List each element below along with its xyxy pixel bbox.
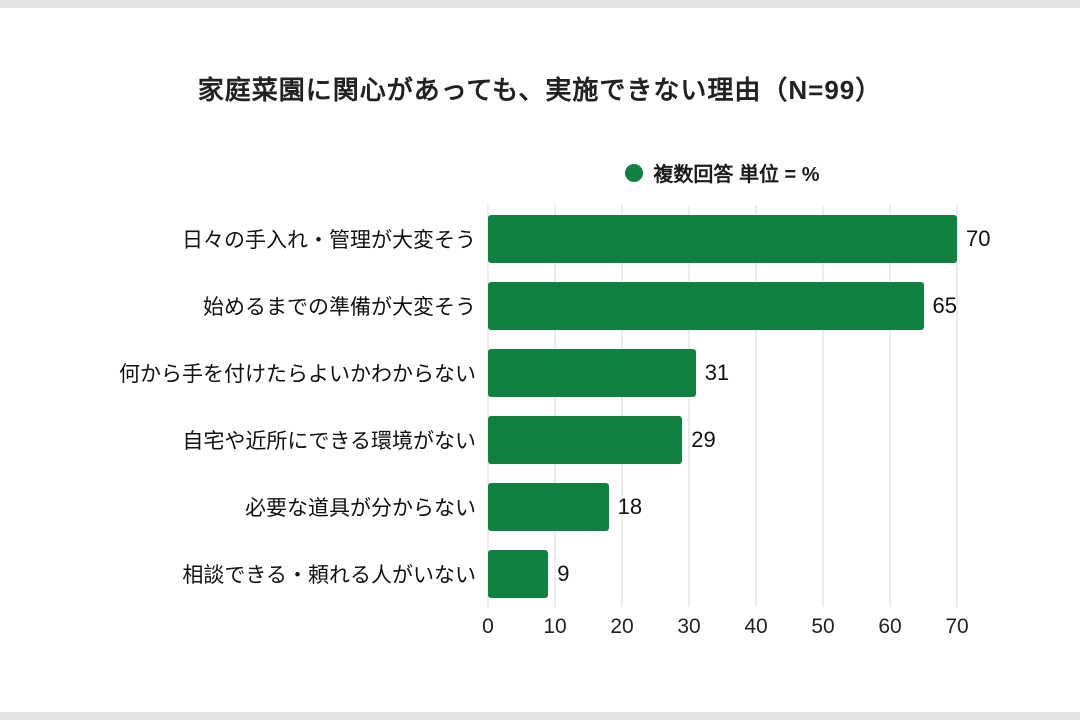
bar-rows: 日々の手入れ・管理が大変そう 70 始めるまでの準備が大変そう 65 何から手を付けたら…	[119, 205, 990, 607]
bar-track: 29	[488, 415, 957, 464]
gridline	[889, 205, 891, 607]
x-tick-label: 0	[482, 615, 494, 638]
category-label: 自宅や近所にできる環境がない	[182, 429, 476, 453]
x-tick-label: 30	[677, 615, 701, 638]
gridline	[956, 205, 958, 607]
bar	[488, 549, 549, 598]
gridline	[487, 205, 489, 607]
top-border	[0, 0, 1080, 8]
value-label: 9	[557, 560, 570, 586]
legend-label: 複数回答 単位 = %	[653, 164, 820, 186]
bar-track: 31	[488, 348, 957, 397]
bar	[488, 482, 609, 531]
bar-row: 始めるまでの準備が大変そう 65	[203, 272, 957, 339]
value-label: 29	[691, 426, 716, 452]
value-label: 65	[932, 292, 957, 318]
value-label: 18	[617, 493, 643, 519]
bar-track: 18	[488, 482, 957, 531]
value-label: 70	[966, 225, 991, 251]
x-tick-label: 40	[744, 615, 768, 638]
x-tick-label: 60	[878, 615, 902, 638]
bar-row: 日々の手入れ・管理が大変そう 70	[182, 205, 990, 272]
category-label: 日々の手入れ・管理が大変そう	[182, 228, 476, 252]
gridlines	[487, 205, 958, 607]
legend-marker-icon	[625, 163, 644, 182]
plot-area: 日々の手入れ・管理が大変そう 70 始めるまでの準備が大変そう 65 何から手を付けたら…	[119, 205, 990, 638]
x-tick-label: 70	[945, 615, 969, 638]
gridline	[621, 205, 623, 607]
bar-row: 自宅や近所にできる環境がない 29	[182, 406, 957, 473]
bar-track: 9	[488, 549, 957, 598]
category-label: 何から手を付けたらよいかわからない	[119, 362, 476, 386]
category-label: 相談できる・頼れる人がいない	[182, 563, 476, 587]
x-axis: 0 10 20 30 40 50 60 70	[482, 607, 969, 643]
bar	[488, 281, 924, 330]
x-tick-label: 10	[543, 615, 567, 638]
bottom-border	[0, 712, 1080, 720]
value-label: 31	[704, 359, 730, 385]
gridline	[822, 205, 824, 607]
gridline	[688, 205, 690, 607]
bar	[488, 415, 683, 464]
bar-track: 70	[488, 214, 990, 263]
category-label: 必要な道具が分からない	[245, 496, 476, 520]
category-label: 始めるまでの準備が大変そう	[203, 295, 476, 319]
x-tick-label: 20	[610, 615, 634, 638]
bar-row: 相談できる・頼れる人がいない 9	[182, 540, 957, 607]
gridline	[554, 205, 556, 607]
bar	[488, 348, 696, 397]
gridline	[755, 205, 757, 607]
bar-row: 必要な道具が分からない 18	[245, 473, 957, 540]
bar	[488, 214, 957, 263]
x-tick-label: 50	[811, 615, 835, 638]
bar-row: 何から手を付けたらよいかわからない 31	[119, 339, 957, 406]
legend: 複数回答 単位 = %	[488, 158, 957, 187]
chart-title: 家庭菜園に関心があっても、実施できない理由（N=99）	[197, 75, 883, 105]
bar-track: 65	[488, 281, 957, 330]
